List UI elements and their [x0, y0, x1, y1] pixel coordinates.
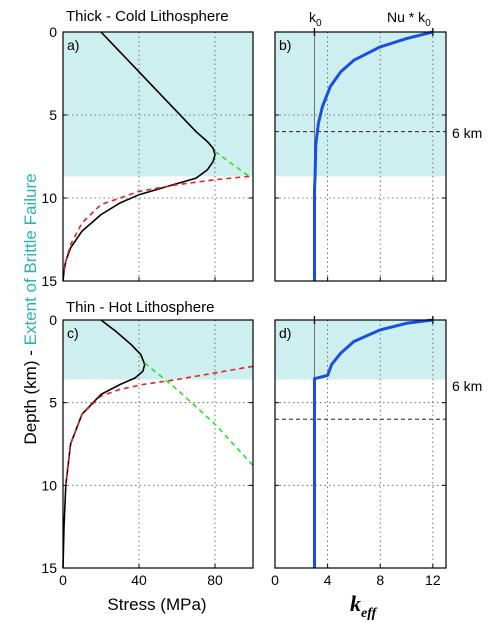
k0-label: k0	[309, 9, 322, 29]
panel-label: c)	[67, 325, 79, 341]
panel-frame	[62, 31, 254, 282]
panel-frame	[274, 319, 447, 569]
k-eff-line	[313, 30, 434, 281]
panel-frame	[62, 319, 254, 569]
brittle-zone	[63, 32, 253, 177]
x-tick-label: 0	[59, 572, 67, 588]
brittle-dashed-line	[214, 150, 250, 178]
ductile-dashed-line	[65, 365, 254, 486]
panel-label: a)	[67, 37, 79, 53]
panel-b: b)	[274, 28, 447, 282]
y-tick-label: 5	[49, 107, 57, 123]
x-axis-label-keff: keff	[350, 591, 378, 621]
bottom-title: Thin - Hot Lithosphere	[66, 299, 214, 316]
y-tick-label: 10	[41, 190, 57, 206]
keff-sub: eff	[361, 606, 378, 621]
brittle-zone	[63, 320, 253, 380]
six-km-label-bottom: 6 km	[452, 378, 482, 394]
brittle-zone	[275, 320, 446, 380]
x-axis-label-stress: Stress (MPa)	[107, 595, 206, 614]
y-tick-label: 15	[41, 560, 57, 576]
keff-main: k	[350, 591, 361, 616]
x-tick-label: 4	[324, 572, 332, 588]
y-tick-label: 0	[49, 312, 57, 328]
y-tick-label: 15	[41, 273, 57, 289]
y-tick-label: 10	[41, 477, 57, 493]
ductile-dashed-line	[63, 175, 250, 272]
x-tick-label: 12	[425, 572, 441, 588]
panel-label: b)	[279, 37, 291, 53]
brittle-zone	[275, 32, 446, 177]
nuk0-main: Nu * k	[387, 9, 426, 25]
x-tick-label: 0	[271, 572, 279, 588]
nuk0-sub: 0	[425, 18, 431, 29]
x-tick-label: 40	[131, 572, 147, 588]
x-tick-label: 80	[207, 572, 223, 588]
top-title: Thick - Cold Lithosphere	[66, 8, 229, 25]
k-eff-line	[313, 318, 433, 568]
panel-frame	[274, 31, 447, 282]
k0-sub: 0	[316, 18, 322, 29]
nuk0-label: Nu * k0	[387, 9, 431, 29]
strength-envelope-line	[62, 31, 216, 282]
y-axis-label-brittle: Extent of Brittle Failure	[21, 173, 40, 345]
y-tick-label: 5	[49, 395, 57, 411]
brittle-dashed-line	[144, 362, 254, 467]
x-tick-label: 8	[376, 572, 384, 588]
panel-label: d)	[279, 325, 291, 341]
y-axis-label: Depth (km) - Extent of Brittle Failure	[21, 173, 40, 444]
six-km-label-top: 6 km	[452, 125, 482, 141]
panel-d: 0 4 8 12 d)	[271, 316, 447, 588]
y-tick-label: 0	[49, 24, 57, 40]
panel-a: 0 5 10 15 a)	[41, 24, 254, 289]
y-axis-label-depth: Depth (km) -	[21, 345, 40, 444]
k0-main: k	[309, 9, 317, 25]
